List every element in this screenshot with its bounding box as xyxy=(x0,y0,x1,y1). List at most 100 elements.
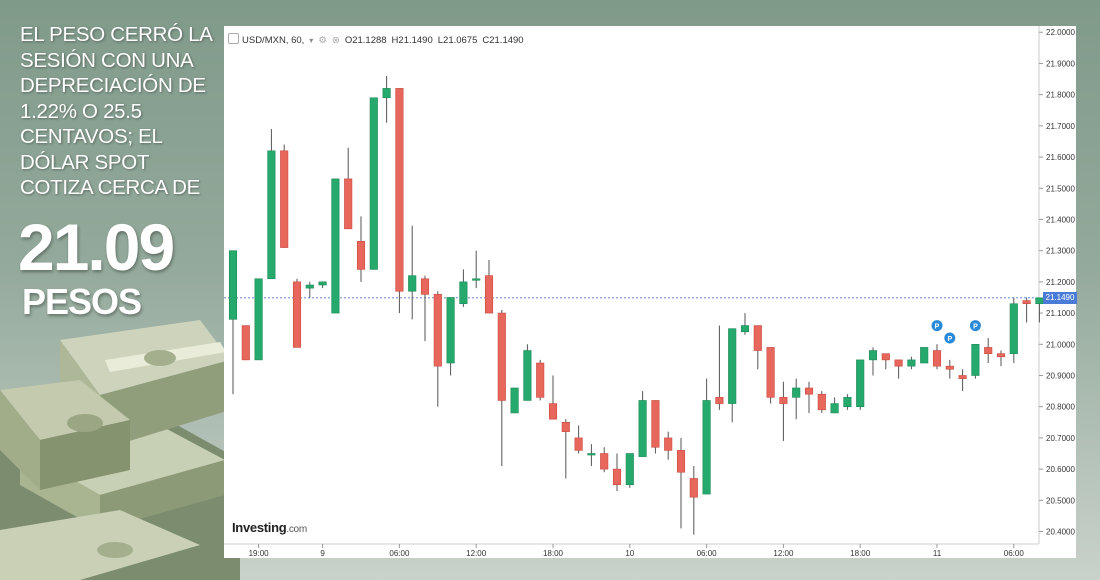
candle-body xyxy=(843,397,852,407)
x-tick-label: 18:00 xyxy=(850,549,871,558)
candle-body xyxy=(766,347,775,398)
candle-body xyxy=(830,403,839,414)
candle-body xyxy=(587,453,596,456)
candle-body xyxy=(625,453,634,486)
symbol-label[interactable]: USD/MXN, 60, xyxy=(242,35,305,46)
candle-body xyxy=(510,387,519,414)
x-tick-label: 06:00 xyxy=(697,549,718,558)
chart-header: USD/MXN, 60, ▾ ⚙ ⊗ O21.1288 H21.1490 L21.0675 C… xyxy=(228,33,529,46)
candle-body xyxy=(408,275,417,292)
y-tick-label: 20.5000 xyxy=(1046,496,1075,505)
candle-body xyxy=(356,241,366,270)
ohlc-high: H21.1490 xyxy=(391,35,433,46)
chart-toggle-icon[interactable] xyxy=(228,33,239,44)
candle-body xyxy=(292,281,302,348)
y-tick-label: 21.0000 xyxy=(1046,340,1075,349)
candle-body xyxy=(369,97,378,270)
candle-body xyxy=(600,453,609,470)
candle-body xyxy=(382,88,391,99)
last-price-tag: 21.1490 xyxy=(1043,291,1077,304)
candle-body xyxy=(971,343,980,376)
y-tick-label: 21.1000 xyxy=(1046,309,1075,318)
y-tick-label: 20.7000 xyxy=(1046,434,1075,443)
chart-canvas[interactable]: 22.0000 21.9000 21.8000 21.7000 21.6000 21.50… xyxy=(224,26,1076,558)
candle-body xyxy=(856,359,865,407)
candle-body xyxy=(932,350,942,367)
candle-body xyxy=(958,375,967,379)
candle-body xyxy=(523,350,532,401)
candle-body xyxy=(433,294,442,367)
candle-body xyxy=(689,478,698,498)
candle-body xyxy=(1009,303,1018,354)
y-tick-label: 21.6000 xyxy=(1046,153,1075,162)
candlestick-chart[interactable]: 22.0000 21.9000 21.8000 21.7000 21.6000 21.50… xyxy=(224,26,1077,558)
headline-text: EL PESO CERRÓ LA SESIÓN CON UNA DEPRECIA… xyxy=(20,23,212,199)
y-tick-label: 21.9000 xyxy=(1046,59,1075,68)
candle-body xyxy=(996,353,1006,358)
candle-body xyxy=(740,325,750,333)
candle-body xyxy=(779,397,788,404)
x-tick-label: 10 xyxy=(625,549,634,558)
candle-body xyxy=(536,362,545,398)
event-marker-label: P xyxy=(947,336,952,343)
close-icon[interactable]: ⊗ xyxy=(331,35,340,46)
x-tick-label: 12:00 xyxy=(773,549,794,558)
event-marker-icon xyxy=(944,332,956,344)
candle-body xyxy=(331,178,340,314)
candle-body xyxy=(753,325,762,351)
candle-body xyxy=(305,284,314,289)
candle-body xyxy=(395,88,404,292)
big-price: 21.09 xyxy=(18,210,175,284)
price-unit: PESOS xyxy=(22,281,142,322)
candle-body xyxy=(817,393,826,411)
y-tick-label: 20.8000 xyxy=(1046,403,1075,412)
candle-body xyxy=(472,278,481,281)
investing-logo: Investing.com xyxy=(232,520,307,535)
candle-body xyxy=(894,359,903,367)
y-tick-label: 20.9000 xyxy=(1046,371,1075,380)
y-tick-label: 21.4000 xyxy=(1046,215,1075,224)
event-marker-label: P xyxy=(935,324,940,331)
candle-body xyxy=(344,178,353,230)
dropdown-icon[interactable]: ▾ xyxy=(309,36,314,45)
x-tick-label: 12:00 xyxy=(466,549,487,558)
candle-body xyxy=(548,403,558,420)
x-tick-label: 18:00 xyxy=(543,549,564,558)
y-tick-label: 20.4000 xyxy=(1046,528,1075,537)
candle-body xyxy=(267,150,276,280)
y-tick-label: 21.7000 xyxy=(1046,122,1075,131)
candle-body xyxy=(907,359,916,367)
candle-body xyxy=(728,328,737,404)
candle-body xyxy=(612,468,622,486)
candle-body xyxy=(318,281,327,286)
x-tick-label: 06:00 xyxy=(389,549,410,558)
candle-body xyxy=(804,387,814,395)
candle-body xyxy=(1022,300,1031,305)
candle-body xyxy=(420,278,430,295)
settings-icon[interactable]: ⚙ xyxy=(318,35,327,46)
candle-body xyxy=(676,450,686,473)
candle-body xyxy=(459,281,468,305)
x-tick-label: 9 xyxy=(320,549,325,558)
candle-body xyxy=(664,437,673,451)
event-marker-icon xyxy=(969,320,981,332)
ohlc-low: L21.0675 xyxy=(437,35,478,46)
candle-body xyxy=(881,353,890,361)
candle-body xyxy=(702,400,711,495)
y-tick-label: 21.3000 xyxy=(1046,247,1075,256)
candle-body xyxy=(920,347,929,364)
x-tick-label: 11 xyxy=(933,549,942,558)
y-tick-label: 20.6000 xyxy=(1046,465,1075,474)
x-tick-label: 06:00 xyxy=(1004,549,1025,558)
candle-body xyxy=(868,350,878,361)
y-tick-label: 22.0000 xyxy=(1046,28,1075,37)
candle-body xyxy=(651,400,660,448)
event-marker-icon xyxy=(931,320,943,332)
ohlc-open: O21.1288 xyxy=(344,35,387,46)
money-stack-illustration xyxy=(0,320,240,580)
y-tick-label: 21.5000 xyxy=(1046,184,1075,193)
logo-suffix: .com xyxy=(286,524,307,535)
event-marker-label: P xyxy=(973,324,978,331)
y-tick-label: 21.2000 xyxy=(1046,278,1075,287)
candle-body xyxy=(254,278,263,361)
